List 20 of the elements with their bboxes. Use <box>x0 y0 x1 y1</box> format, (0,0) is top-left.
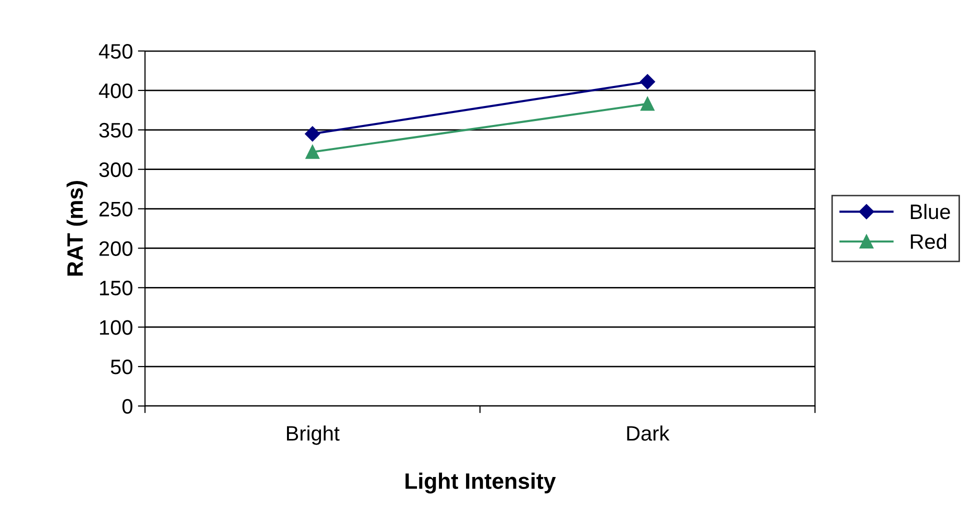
point <box>304 126 320 142</box>
y-tick-label: 350 <box>99 122 132 138</box>
legend-label: Red <box>910 234 946 250</box>
y-tick-label: 250 <box>99 202 132 217</box>
x-tick-label: Bright <box>287 425 340 445</box>
y-tick-label: 450 <box>98 44 132 59</box>
x-tick-label: Dark <box>627 425 670 441</box>
point <box>640 74 656 90</box>
x-axis-title: Light Intensity <box>406 472 556 494</box>
y-tick-label: 0 <box>122 399 132 414</box>
point <box>640 96 654 111</box>
y-tick-label: 200 <box>99 241 132 256</box>
y-axis-title: RAT (ms) <box>66 181 88 276</box>
y-tick-label: 50 <box>110 360 132 374</box>
y-tick-label: 400 <box>98 83 132 98</box>
legend-label: Blue <box>910 204 950 220</box>
y-tick-label: 100 <box>100 320 132 335</box>
y-tick-label: 300 <box>99 162 132 178</box>
point <box>306 145 320 159</box>
y-tick-label: 150 <box>100 280 132 296</box>
